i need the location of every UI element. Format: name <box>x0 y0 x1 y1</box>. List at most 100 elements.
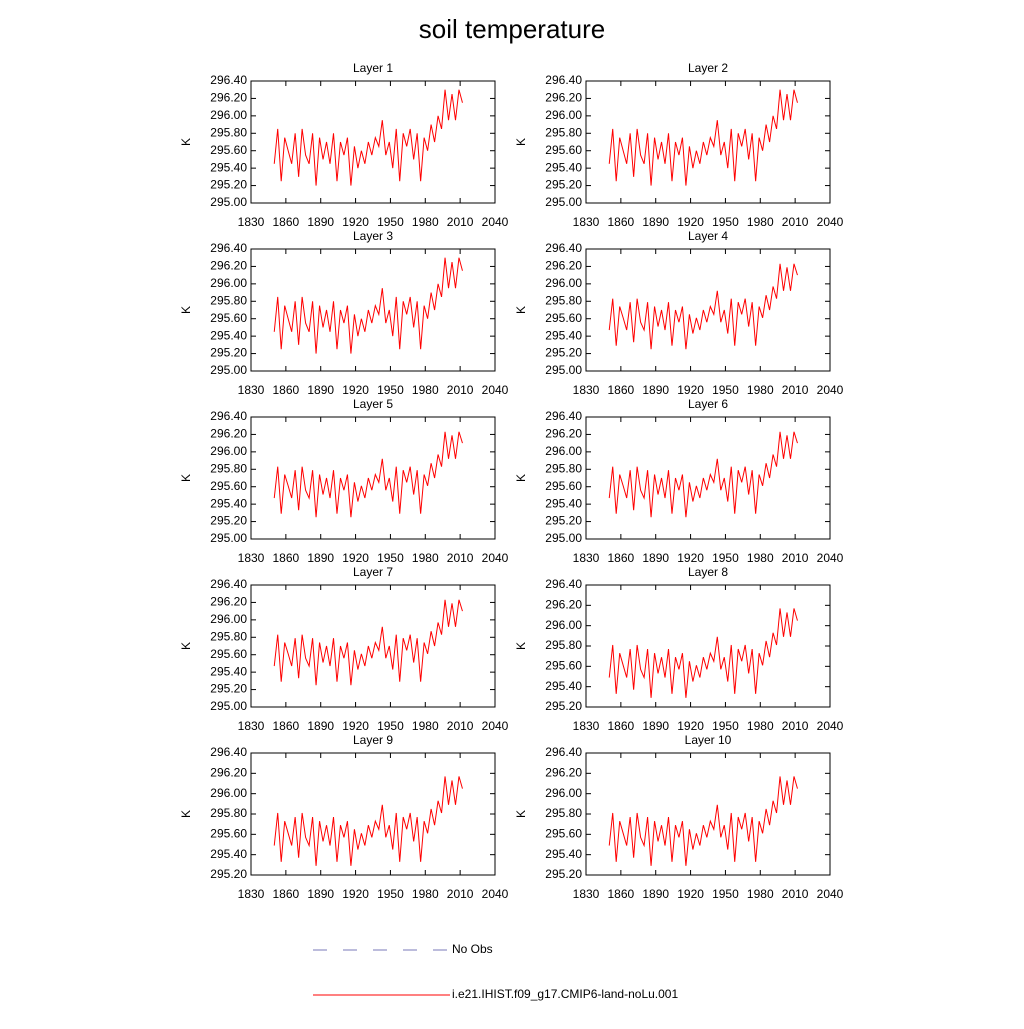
y-axis-label: K <box>179 810 193 818</box>
y-tick-label: 296.00 <box>210 612 247 626</box>
x-tick-label: 1890 <box>642 383 669 397</box>
x-tick-label: 1830 <box>238 551 265 565</box>
x-tick-label: 1920 <box>677 215 704 229</box>
legend-label: i.e21.IHIST.f09_g17.CMIP6-land-noLu.001 <box>452 987 678 1001</box>
x-tick-label: 1980 <box>747 719 774 733</box>
data-line <box>608 431 798 518</box>
panel-title: Layer 4 <box>688 229 728 243</box>
y-tick-label: 295.20 <box>210 682 247 696</box>
y-tick-label: 296.00 <box>545 276 582 290</box>
y-axis-label: K <box>179 474 193 482</box>
x-tick-label: 1890 <box>642 215 669 229</box>
y-tick-label: 296.00 <box>545 618 582 632</box>
y-tick-label: 296.40 <box>545 745 582 759</box>
y-tick-label: 295.40 <box>210 496 247 510</box>
y-tick-label: 295.20 <box>545 514 582 528</box>
plot-frame <box>250 752 496 876</box>
x-tick-label: 1830 <box>573 887 600 901</box>
plot-frame <box>250 584 496 708</box>
figure-title: soil temperature <box>419 14 605 44</box>
plot-frame <box>585 416 831 540</box>
y-tick-label: 296.20 <box>545 91 582 105</box>
x-tick-label: 1950 <box>712 215 739 229</box>
y-tick-label: 296.00 <box>545 786 582 800</box>
x-tick-label: 1890 <box>307 719 334 733</box>
y-tick-label: 296.20 <box>545 598 582 612</box>
x-tick-label: 1890 <box>642 887 669 901</box>
x-tick-label: 1980 <box>747 383 774 397</box>
panel-title: Layer 7 <box>353 565 393 579</box>
y-tick-label: 295.80 <box>210 629 247 643</box>
data-line <box>273 776 463 866</box>
data-line <box>608 776 798 866</box>
y-tick-label: 296.40 <box>210 73 247 87</box>
y-tick-label: 295.40 <box>545 496 582 510</box>
x-tick-label: 2040 <box>482 719 509 733</box>
x-tick-label: 1830 <box>238 887 265 901</box>
y-tick-label: 295.00 <box>210 531 247 545</box>
x-tick-label: 2010 <box>782 383 809 397</box>
x-tick-label: 2040 <box>482 383 509 397</box>
x-tick-label: 1920 <box>342 383 369 397</box>
panel-title: Layer 1 <box>353 61 393 75</box>
x-tick-label: 1830 <box>238 719 265 733</box>
y-axis-label: K <box>514 138 528 146</box>
data-line <box>608 263 798 350</box>
data-line <box>273 257 463 354</box>
y-tick-label: 295.00 <box>210 195 247 209</box>
x-tick-label: 2010 <box>447 383 474 397</box>
data-line <box>608 608 798 698</box>
y-tick-label: 296.00 <box>210 444 247 458</box>
x-tick-label: 1860 <box>273 215 300 229</box>
x-tick-label: 1920 <box>677 383 704 397</box>
x-tick-label: 2010 <box>447 887 474 901</box>
x-tick-label: 1830 <box>238 383 265 397</box>
x-tick-label: 2010 <box>447 215 474 229</box>
x-tick-label: 2040 <box>482 887 509 901</box>
panel-title: Layer 8 <box>688 565 728 579</box>
x-tick-label: 1980 <box>412 719 439 733</box>
y-tick-label: 295.20 <box>210 346 247 360</box>
y-tick-label: 296.40 <box>210 409 247 423</box>
plot-frame <box>585 80 831 204</box>
y-tick-label: 295.60 <box>545 143 582 157</box>
y-tick-label: 295.20 <box>210 514 247 528</box>
data-line <box>608 89 798 186</box>
y-tick-label: 295.80 <box>545 125 582 139</box>
y-tick-label: 296.40 <box>210 577 247 591</box>
y-axis-label: K <box>514 474 528 482</box>
y-tick-label: 295.20 <box>210 178 247 192</box>
y-tick-label: 295.60 <box>210 479 247 493</box>
x-tick-label: 1830 <box>573 719 600 733</box>
y-tick-label: 296.20 <box>210 427 247 441</box>
y-tick-label: 295.80 <box>545 638 582 652</box>
y-tick-label: 296.40 <box>545 409 582 423</box>
y-tick-label: 295.60 <box>545 479 582 493</box>
x-tick-label: 1980 <box>412 887 439 901</box>
x-tick-label: 1980 <box>412 215 439 229</box>
y-tick-label: 296.40 <box>545 577 582 591</box>
y-tick-label: 295.20 <box>545 867 582 881</box>
data-line <box>273 599 463 686</box>
x-tick-label: 1950 <box>377 215 404 229</box>
x-tick-label: 1860 <box>608 719 635 733</box>
y-tick-label: 295.00 <box>545 195 582 209</box>
panel-title: Layer 10 <box>685 733 732 747</box>
y-tick-label: 296.40 <box>210 241 247 255</box>
x-tick-label: 1890 <box>307 887 334 901</box>
x-tick-label: 1830 <box>573 551 600 565</box>
x-tick-label: 2010 <box>447 719 474 733</box>
x-tick-label: 1860 <box>608 551 635 565</box>
y-tick-label: 295.60 <box>210 143 247 157</box>
x-tick-label: 2010 <box>782 887 809 901</box>
x-tick-label: 1830 <box>573 215 600 229</box>
plot-frame <box>250 80 496 204</box>
x-tick-label: 1950 <box>377 719 404 733</box>
plot-frame <box>250 248 496 372</box>
y-tick-label: 296.20 <box>210 595 247 609</box>
y-axis-label: K <box>514 306 528 314</box>
x-tick-label: 1920 <box>677 719 704 733</box>
x-tick-label: 1920 <box>342 887 369 901</box>
x-tick-label: 2010 <box>447 551 474 565</box>
